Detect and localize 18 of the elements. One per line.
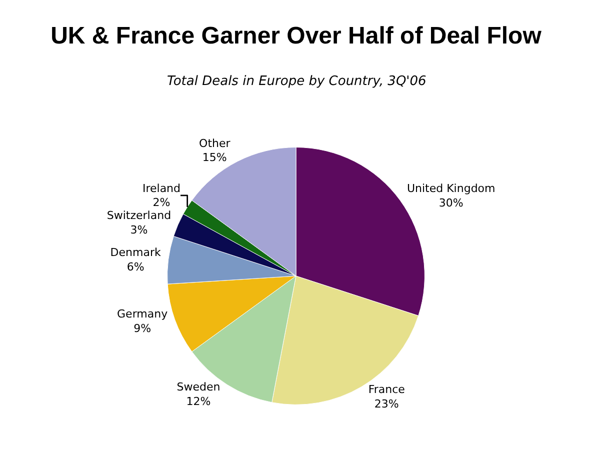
data-label: 9% <box>134 322 152 335</box>
slice-label: Germany <box>117 307 168 320</box>
data-label: 12% <box>186 395 211 408</box>
data-label: 23% <box>374 398 399 411</box>
slice-label: Other <box>199 136 231 150</box>
data-label: 6% <box>126 260 144 274</box>
data-label: 3% <box>130 223 148 236</box>
chart-subtitle: Total Deals in Europe by Country, 3Q'06 <box>167 74 426 89</box>
slice-label: Sweden <box>176 380 220 394</box>
slice-label: Switzerland <box>106 209 172 222</box>
chart-title: UK & France Garner Over Half of Deal Flow <box>50 22 542 50</box>
slice-label: United Kingdom <box>406 182 496 195</box>
data-label: 15% <box>202 151 227 164</box>
slice-label: Ireland <box>142 182 181 195</box>
slice-label: Denmark <box>110 246 162 259</box>
slice-label: France <box>368 383 406 396</box>
data-label: 30% <box>438 196 464 210</box>
data-label: 2% <box>152 196 170 210</box>
